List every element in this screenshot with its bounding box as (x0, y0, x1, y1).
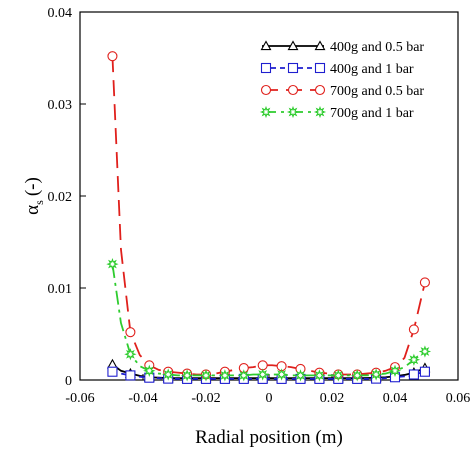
data-point (418, 345, 432, 358)
legend-marker (287, 84, 299, 96)
data-point (125, 370, 136, 381)
legend-marker (287, 62, 299, 74)
y-tick-label: 0.03 (48, 98, 73, 113)
data-point (275, 368, 288, 381)
data-point (407, 353, 421, 366)
y-axis-label-subscript: s (32, 200, 46, 205)
series-line (111, 56, 426, 376)
y-axis-label-unit: (-) (22, 177, 43, 196)
data-point (106, 257, 119, 271)
data-point (388, 364, 402, 377)
data-point (162, 368, 175, 381)
y-axis-label-symbol: α (22, 205, 43, 215)
legend-marker (259, 105, 273, 119)
data-point (237, 369, 250, 382)
data-point (369, 368, 383, 381)
series-3 (107, 51, 430, 380)
legend-label: 700g and 1 bar (330, 106, 414, 121)
legend-label: 400g and 1 bar (330, 62, 414, 77)
legend-marker (314, 62, 326, 74)
x-tick-label: 0.04 (383, 391, 408, 406)
data-point (313, 369, 326, 382)
x-tick-label: 0.02 (320, 391, 345, 406)
legend-item: 700g and 1 bar (259, 105, 414, 121)
data-point (256, 368, 269, 381)
series-4 (106, 257, 432, 382)
data-point (199, 369, 213, 382)
x-tick-label: -0.06 (65, 391, 94, 406)
legend-marker (260, 40, 272, 51)
legend: 400g and 0.5 bar 400g and 1 bar 700g and 0… (259, 40, 424, 121)
series-line (111, 263, 426, 377)
x-tick-label: -0.04 (128, 391, 157, 406)
data-point (107, 51, 118, 62)
data-point (180, 369, 194, 382)
data-point (124, 348, 137, 361)
legend-marker (286, 105, 300, 119)
x-tick-label: -0.02 (191, 391, 220, 406)
data-point (125, 327, 136, 338)
legend-item: 400g and 1 bar (260, 62, 414, 77)
data-point (408, 369, 419, 380)
data-point (419, 366, 430, 377)
legend-label: 700g and 0.5 bar (330, 84, 424, 99)
legend-marker (314, 40, 326, 51)
series-layer (106, 51, 432, 384)
data-point (419, 277, 430, 288)
y-tick-label: 0.04 (48, 6, 73, 21)
legend-label: 400g and 0.5 bar (330, 40, 424, 55)
legend-marker (287, 40, 299, 51)
data-point (351, 369, 364, 382)
y-tick-label: 0 (65, 374, 72, 389)
svg-text:αs(-): αs (-) (22, 177, 46, 215)
data-point (408, 324, 419, 335)
legend-item: 400g and 0.5 bar (260, 40, 424, 55)
legend-marker (260, 84, 272, 96)
axis-ticks: -0.06 -0.04 -0.02 0 0.02 0.04 0.06 0 0.01 0.02 0.0… (48, 6, 471, 406)
legend-marker (260, 62, 272, 74)
x-tick-label: 0.06 (446, 391, 471, 406)
data-point (218, 369, 232, 382)
data-point (143, 364, 156, 377)
legend-marker (314, 84, 326, 96)
data-point (294, 369, 307, 382)
x-axis-label: Radial position (m) (195, 427, 343, 448)
legend-item: 700g and 0.5 bar (260, 84, 424, 99)
y-tick-label: 0.02 (48, 190, 73, 205)
y-tick-label: 0.01 (48, 282, 73, 297)
data-point (332, 369, 345, 382)
data-point (107, 366, 118, 377)
legend-marker (313, 105, 327, 119)
x-tick-label: 0 (266, 391, 273, 406)
y-axis-label: αs (-) (22, 177, 46, 215)
